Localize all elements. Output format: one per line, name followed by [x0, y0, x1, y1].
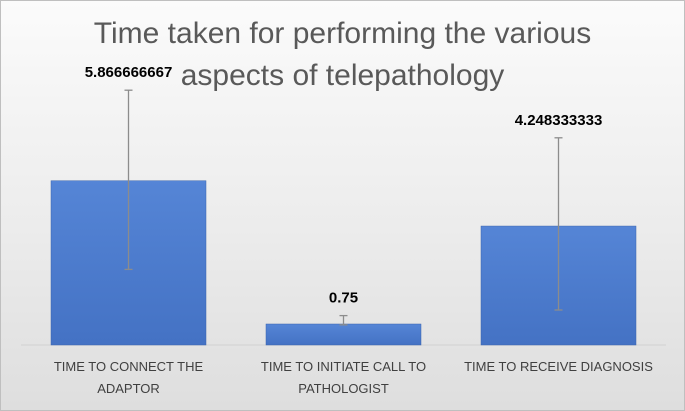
category-label: TIME TO CONNECT THE ADAPTOR	[29, 356, 229, 400]
chart-title-line-1: Time taken for performing the various	[93, 17, 592, 50]
category-label: TIME TO INITIATE CALL TO PATHOLOGIST	[244, 356, 444, 400]
category-label-line: TIME TO RECEIVE DIAGNOSIS	[464, 359, 653, 374]
chart-title-line-2: aspects of telepathology	[180, 59, 505, 92]
data-label: 0.75	[329, 290, 358, 307]
data-label: 4.248333333	[515, 112, 603, 129]
category-label-line: TIME TO CONNECT THE	[53, 359, 204, 374]
category-label-line: TIME TO INITIATE CALL TO	[260, 359, 427, 374]
bar	[265, 323, 422, 346]
category-label-line: ADAPTOR	[97, 381, 160, 396]
category-label: TIME TO RECEIVE DIAGNOSIS	[459, 356, 659, 378]
chart-title: Time taken for performing the various as…	[21, 13, 664, 97]
data-label: 5.866666667	[85, 64, 173, 81]
category-label-line: PATHOLOGIST	[298, 381, 389, 396]
